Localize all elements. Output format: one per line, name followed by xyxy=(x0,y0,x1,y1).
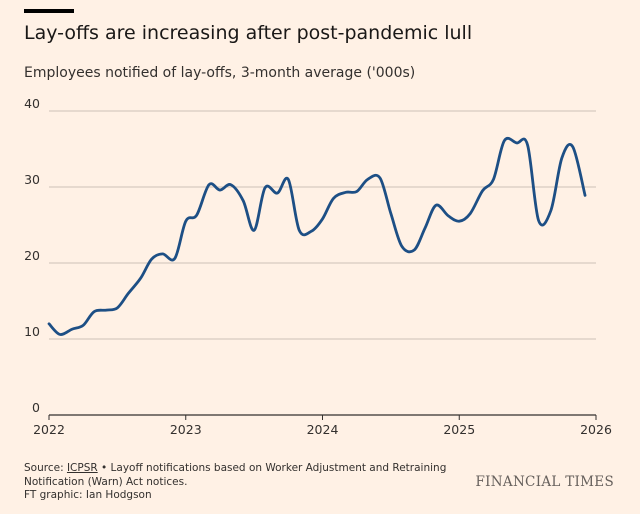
chart-footer: Source: ICPSR • Layoff notifications bas… xyxy=(24,462,484,503)
series-line xyxy=(47,136,587,336)
x-tick-label: 2026 xyxy=(580,422,612,437)
chart-title: Lay-offs are increasing after post-pande… xyxy=(24,22,473,44)
x-tick-label: 2024 xyxy=(307,422,339,437)
y-tick-label: 0 xyxy=(32,400,40,415)
y-tick-label: 20 xyxy=(24,248,40,263)
y-tick-label: 30 xyxy=(24,172,40,187)
x-tick-label: 2025 xyxy=(443,422,475,437)
x-tick-label: 2023 xyxy=(170,422,202,437)
x-tick-label: 2022 xyxy=(33,422,65,437)
graphic-credit: FT graphic: Ian Hodgson xyxy=(24,489,152,501)
y-tick-label: 40 xyxy=(24,96,40,111)
line-chart: 0 10 20 30 40 2022 2023 2024 2025 2026 xyxy=(24,96,612,437)
source-note: Source: ICPSR • Layoff notifications bas… xyxy=(24,462,484,489)
source-prefix: Source: xyxy=(24,462,67,474)
y-tick-label: 10 xyxy=(24,324,40,339)
source-link[interactable]: ICPSR xyxy=(66,462,98,474)
title-accent-bar xyxy=(24,9,74,13)
chart-subtitle: Employees notified of lay-offs, 3-month … xyxy=(24,65,416,81)
brand-logo: FINANCIAL TIMES xyxy=(475,474,614,490)
source-description: • Layoff notifications based on Worker A… xyxy=(24,462,447,488)
